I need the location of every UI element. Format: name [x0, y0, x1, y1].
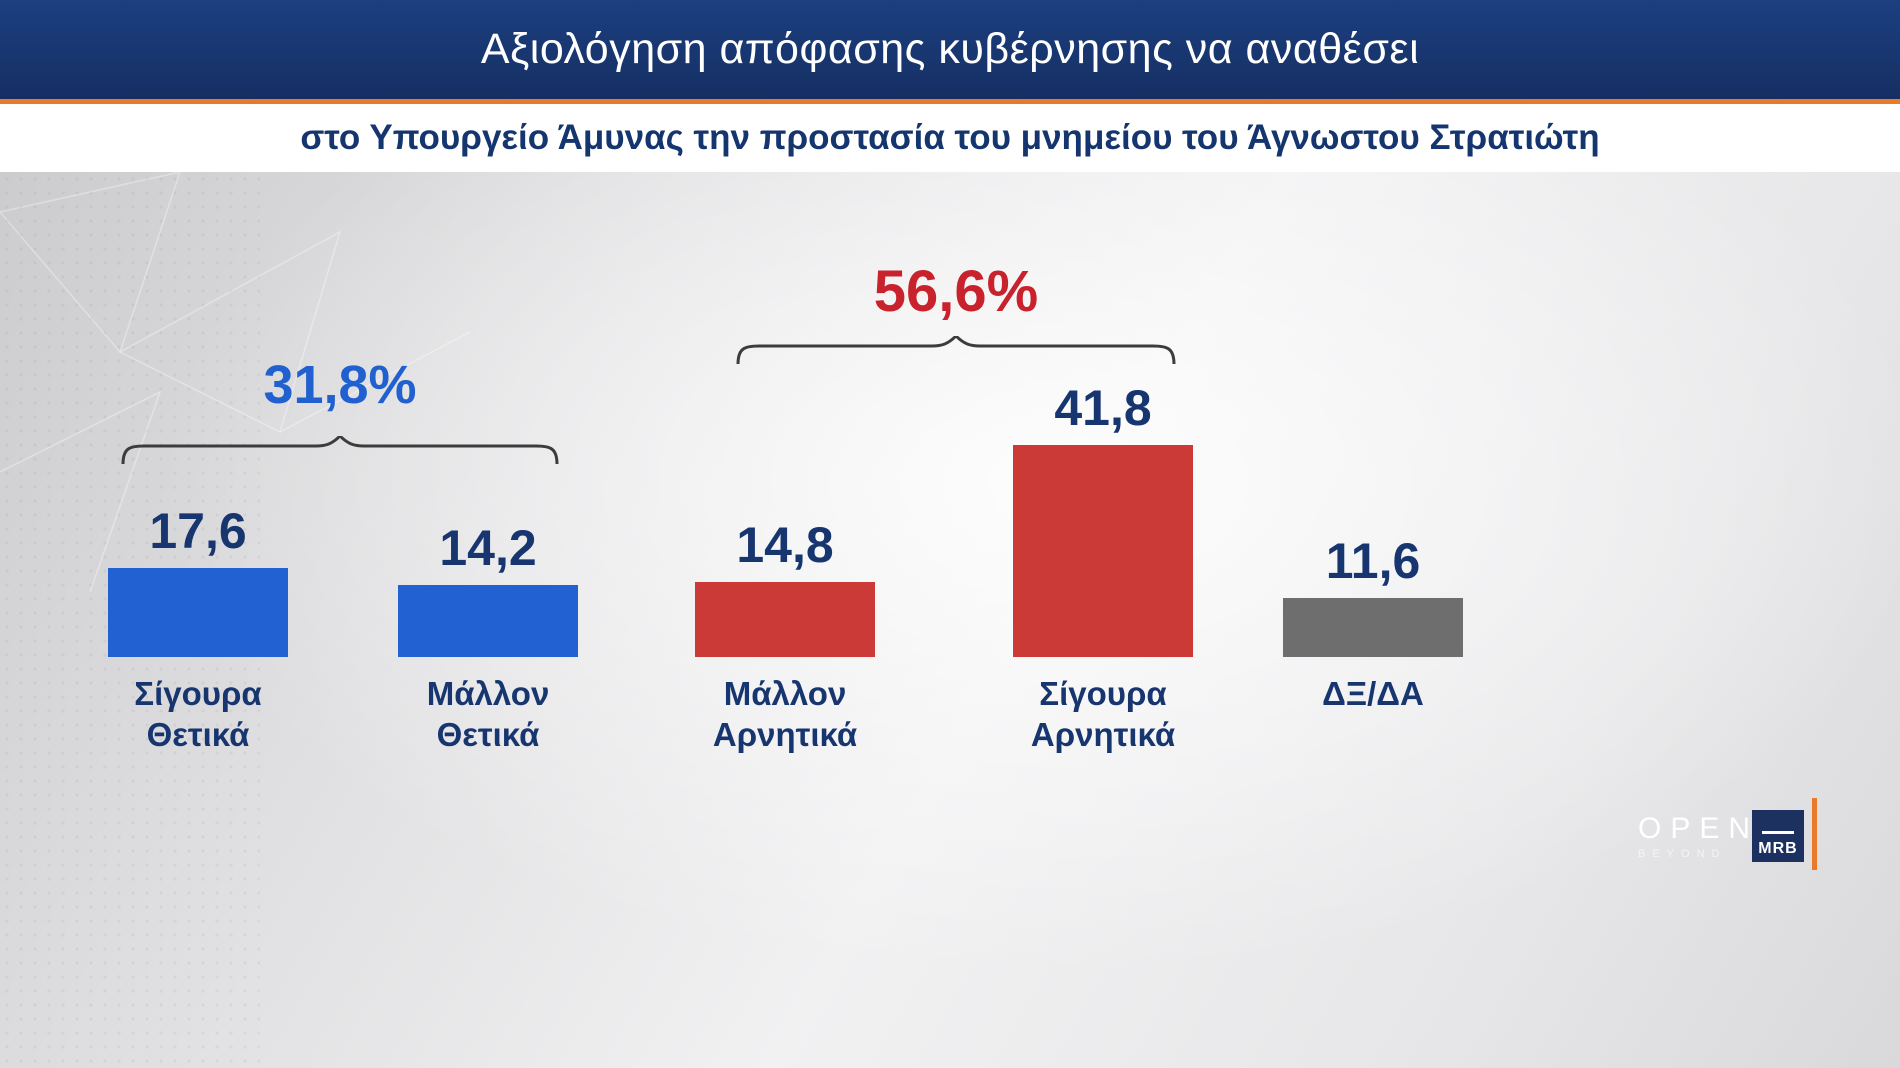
bar-category-label: Μάλλον Θετικά [426, 675, 550, 754]
bar-category-label: ΔΞ/ΔΑ [1322, 675, 1424, 712]
accent-bar-vertical [1812, 798, 1817, 870]
bar-column-3: 14,8 Μάλλον Αρνητικά [695, 172, 875, 756]
subtitle-band: στο Υπουργείο Άμυνας την προστασία του μ… [0, 104, 1900, 172]
group-positive: 31,8% [120, 358, 560, 464]
bar-column-4: 41,8 Σίγουρα Αρνητικά [1013, 172, 1193, 756]
bar-column-1: 17,6 Σίγουρα Θετικά [108, 172, 288, 756]
bar-column-5: 11,6 ΔΞ/ΔΑ [1283, 172, 1463, 714]
page-subtitle: στο Υπουργείο Άμυνας την προστασία του μ… [300, 118, 1600, 157]
open-channel-logo: OPEN BEYOND [1638, 812, 1760, 861]
bar [108, 568, 288, 657]
bar-category-label: Σίγουρα Αρνητικά [1030, 675, 1176, 754]
bar-category-label: Μάλλον Αρνητικά [712, 675, 858, 754]
brace-negative-icon [736, 336, 1176, 364]
bar-value-label: 41,8 [1054, 380, 1152, 436]
open-logo-text: OPEN [1638, 812, 1760, 845]
mrb-logo-rule [1762, 831, 1794, 834]
bar-value-label: 17,6 [149, 503, 247, 559]
open-logo-tagline: BEYOND [1638, 848, 1727, 860]
bar [398, 585, 578, 657]
bar-category-label: Σίγουρα Θετικά [134, 675, 262, 754]
group-negative: 56,6% [735, 263, 1177, 364]
bar [1013, 445, 1193, 657]
bar-column-2: 14,2 Μάλλον Θετικά [398, 172, 578, 756]
bar-chart: 31,8% 56,6% 17,6 Σίγουρα Θετικά 14,2 Μάλλον… [0, 172, 1900, 1068]
bar-value-label: 14,2 [439, 520, 537, 576]
bar [1283, 598, 1463, 657]
mrb-logo-text: MRB [1758, 840, 1798, 857]
bar [695, 582, 875, 657]
brace-positive-icon [121, 436, 559, 464]
title-banner: Αξιολόγηση απόφασης κυβέρνησης να αναθέσ… [0, 0, 1900, 99]
page-title: Αξιολόγηση απόφασης κυβέρνησης να αναθέσ… [480, 25, 1420, 73]
mrb-pollster-logo: MRB [1752, 810, 1804, 862]
group-positive-total: 31,8% [263, 355, 417, 415]
bar-value-label: 14,8 [736, 517, 834, 573]
group-negative-total: 56,6% [873, 259, 1039, 324]
bar-value-label: 11,6 [1325, 533, 1421, 589]
accent-divider [0, 99, 1900, 104]
